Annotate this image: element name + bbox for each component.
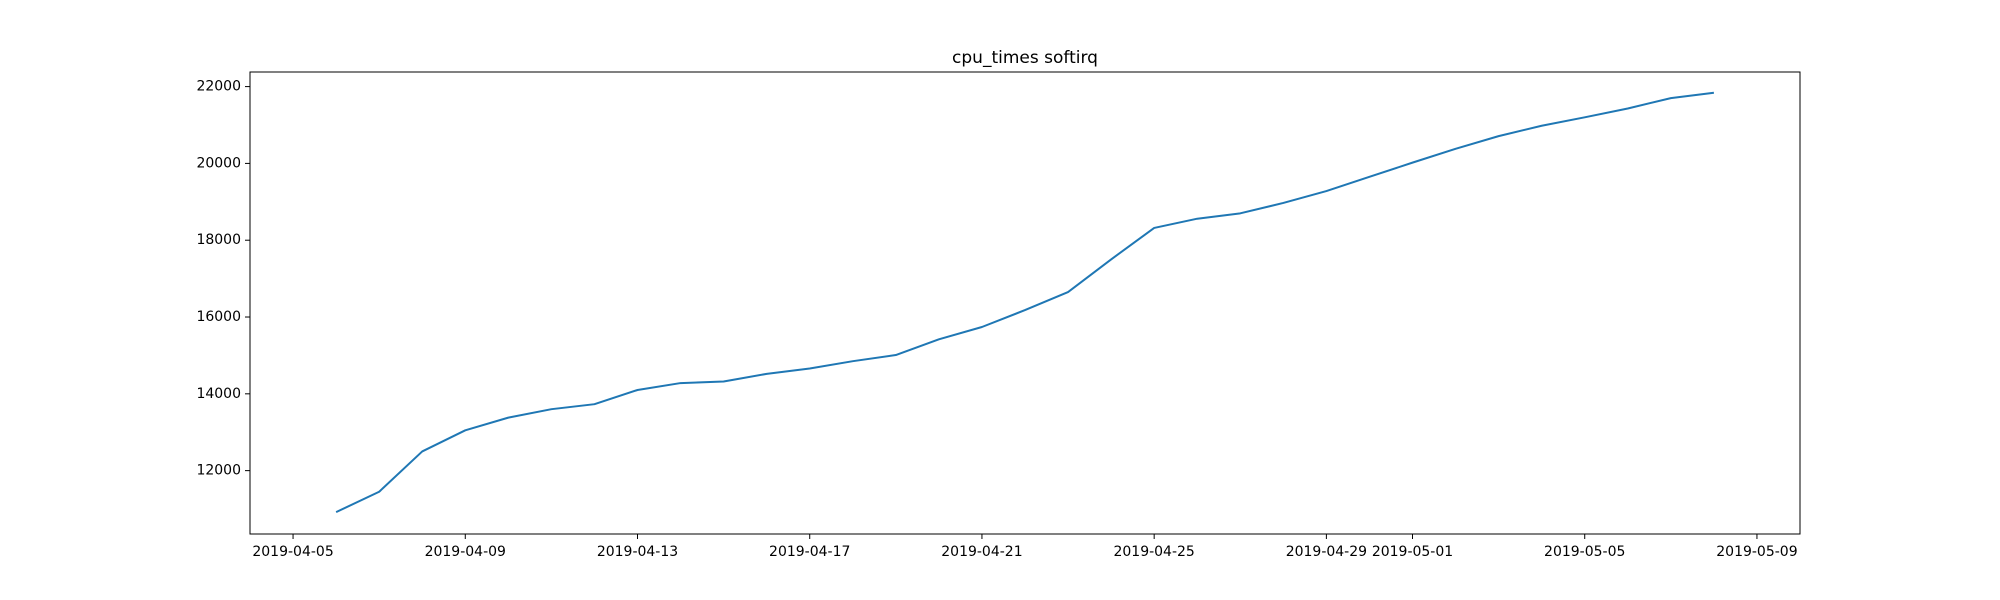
chart-title: cpu_times softirq [952, 48, 1098, 68]
x-tick-label: 2019-04-17 [769, 544, 850, 560]
x-tick-label: 2019-04-05 [252, 544, 333, 560]
x-tick-label: 2019-05-05 [1544, 544, 1625, 560]
x-tick-label: 2019-04-09 [425, 544, 506, 560]
y-tick-label: 18000 [196, 232, 241, 248]
x-tick-label: 2019-05-01 [1372, 544, 1453, 560]
y-tick-label: 20000 [196, 155, 241, 171]
x-tick-label: 2019-04-25 [1113, 544, 1194, 560]
plot-frame [249, 71, 1801, 535]
x-tick-label: 2019-04-29 [1286, 544, 1367, 560]
x-tick-label: 2019-04-13 [597, 544, 678, 560]
y-tick-label: 22000 [196, 79, 241, 95]
y-tick-label: 14000 [196, 386, 241, 402]
y-tick-label: 16000 [196, 309, 241, 325]
x-tick-label: 2019-05-09 [1716, 544, 1797, 560]
x-tick-label: 2019-04-21 [941, 544, 1022, 560]
y-tick-label: 12000 [196, 463, 241, 479]
line [335, 91, 1715, 514]
